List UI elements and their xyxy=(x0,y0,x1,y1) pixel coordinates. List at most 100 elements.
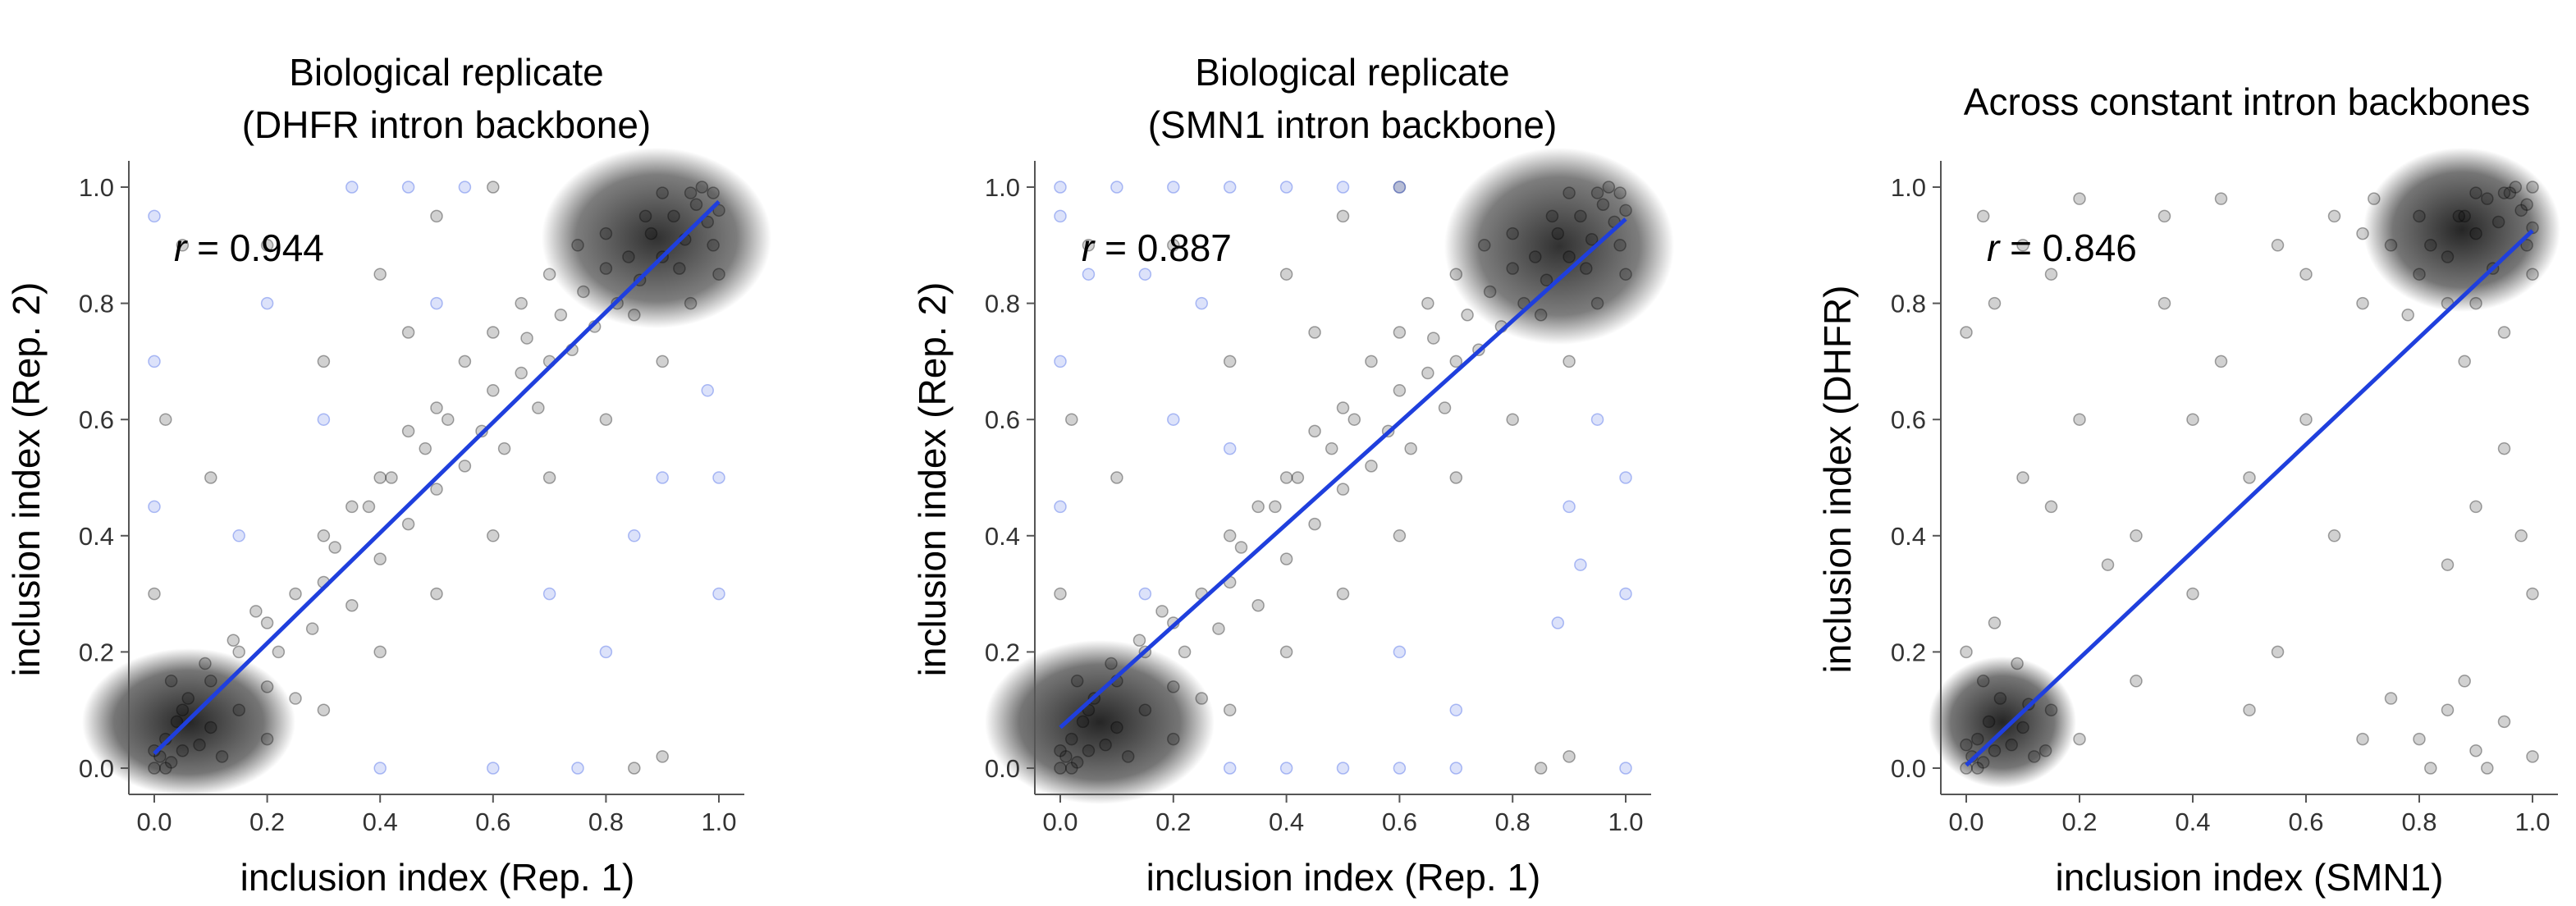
panel-3-fit-line xyxy=(1965,229,2534,767)
panel-2-highlight-point xyxy=(1574,558,1587,571)
panel-2-point xyxy=(1506,226,1519,240)
panel-1-highlight-point xyxy=(656,471,669,484)
panel-1-point xyxy=(458,460,472,473)
panel-1-highlight-point xyxy=(712,471,725,484)
panel-1-point xyxy=(345,500,359,514)
panel-2-y-tick-label: 0.6 xyxy=(985,405,1020,434)
panel-1-x-ticks: 0.0 0.2 0.4 0.6 0.8 1.0 xyxy=(136,794,737,836)
panel-2: Biological replicate (SMN1 intron backbo… xyxy=(911,51,1674,899)
panel-1-point xyxy=(373,471,387,484)
panel-3-point xyxy=(2413,209,2426,223)
panel-2-highlight-point xyxy=(1167,181,1180,194)
panel-2-highlight-point xyxy=(1223,181,1237,194)
panel-3-point xyxy=(2481,192,2494,205)
panel-3-point xyxy=(2044,268,2058,281)
panel-2-point xyxy=(1580,262,1593,275)
panel-1-point xyxy=(707,186,720,199)
panel-2-point xyxy=(1070,756,1084,769)
panel-2-title-line-1: Biological replicate xyxy=(1195,51,1510,94)
panel-2-highlight-points xyxy=(1054,181,1632,775)
panel-2-point xyxy=(1167,680,1180,693)
panel-3-point xyxy=(1976,756,1990,769)
panel-3-point xyxy=(2130,529,2143,542)
panel-1-point xyxy=(148,587,161,601)
panel-1-point xyxy=(226,634,240,647)
panel-2-highlight-point xyxy=(1619,762,1632,775)
panel-2-point xyxy=(1613,239,1627,252)
panel-1-point xyxy=(554,309,568,322)
panel-1-point xyxy=(204,675,217,688)
panel-3-title: Across constant intron backbones xyxy=(1964,80,2530,123)
panel-1-highlight-point xyxy=(458,181,472,194)
panel-2-highlight-point xyxy=(1223,442,1237,455)
panel-2-point xyxy=(1054,744,1067,757)
panel-2-density-high xyxy=(1444,148,1674,345)
panel-1-highlight-point xyxy=(401,181,415,194)
panel-1-point xyxy=(487,384,500,397)
panel-3-point xyxy=(2413,268,2426,281)
panel-2-point xyxy=(1393,384,1407,397)
panel-2-y-tick-label: 0.0 xyxy=(985,754,1020,783)
panel-2-x-tick-label: 0.6 xyxy=(1382,808,1417,836)
panel-1-point xyxy=(542,471,556,484)
panel-1-point xyxy=(430,209,443,223)
panel-1-highlight-point xyxy=(148,355,161,368)
panel-1-point xyxy=(289,692,302,705)
panel-3-x-tick-label: 0.6 xyxy=(2288,808,2323,836)
panel-1-point xyxy=(260,732,274,746)
panel-2-density-low xyxy=(985,640,1215,804)
panel-2-point xyxy=(1105,657,1118,670)
panel-2-point xyxy=(1059,750,1073,763)
panel-3-point xyxy=(2424,762,2437,775)
panel-3-x-label: inclusion index (SMN1) xyxy=(2056,856,2444,899)
panel-3-x-tick-label: 0.4 xyxy=(2175,808,2210,836)
panel-1-y-tick-label: 1.0 xyxy=(79,173,114,202)
panel-3-x-tick-label: 0.8 xyxy=(2401,808,2436,836)
panel-3-y-ticks: 0.0 0.2 0.4 0.6 0.8 1.0 xyxy=(1891,173,1941,783)
panel-3-point xyxy=(2509,181,2523,194)
panel-1-title: Biological replicate (DHFR intron backbo… xyxy=(242,51,652,146)
panel-2-point xyxy=(1449,471,1463,484)
panel-1-point xyxy=(204,471,217,484)
panel-2-point xyxy=(1070,675,1084,688)
panel-3-point xyxy=(2299,268,2313,281)
panel-2-y-label: inclusion index (Rep. 2) xyxy=(911,282,954,677)
panel-1-point xyxy=(577,285,590,299)
panel-1-point xyxy=(628,762,641,775)
panel-3-point xyxy=(2044,500,2058,514)
panel-3-point xyxy=(2413,732,2426,746)
panel-1-point xyxy=(684,296,698,310)
panel-1-y-tick-label: 0.8 xyxy=(79,290,114,318)
panel-3-point xyxy=(1988,296,2002,310)
panel-3-point xyxy=(2356,296,2369,310)
panel-2-point xyxy=(1308,326,1321,339)
panel-2-point xyxy=(1054,587,1067,601)
panel-1-density-high xyxy=(542,148,771,328)
panel-1-y-tick-label: 0.4 xyxy=(79,522,114,551)
panel-2-point xyxy=(1110,471,1123,484)
panel-1-point xyxy=(215,750,229,763)
panel-1-point xyxy=(181,692,195,705)
panel-1-point xyxy=(520,332,533,345)
panel-1-highlight-point xyxy=(317,413,331,426)
panel-2-highlight-point xyxy=(1449,762,1463,775)
panel-2-r-value: = 0.887 xyxy=(1094,226,1232,269)
panel-1-x-tick-label: 0.4 xyxy=(363,808,398,836)
panel-3-point xyxy=(2458,675,2471,688)
panel-3-point xyxy=(2526,587,2539,601)
panel-1-point xyxy=(401,517,415,531)
panel-2-point xyxy=(1590,296,1604,310)
panel-3-point xyxy=(2327,209,2341,223)
panel-1-highlight-point xyxy=(599,645,613,659)
panel-1-point xyxy=(599,413,613,426)
panel-1-point xyxy=(317,703,331,716)
panel-3-point xyxy=(2469,500,2482,514)
panel-1-y-tick-label: 0.6 xyxy=(79,405,114,434)
panel-2-point xyxy=(1082,239,1096,252)
panel-1-point xyxy=(487,181,500,194)
panel-1-point xyxy=(712,204,725,217)
panel-3-point xyxy=(2469,744,2482,757)
panel-3-point xyxy=(2491,215,2505,229)
panel-2-point xyxy=(1212,622,1225,635)
panel-3-point xyxy=(2458,355,2471,368)
